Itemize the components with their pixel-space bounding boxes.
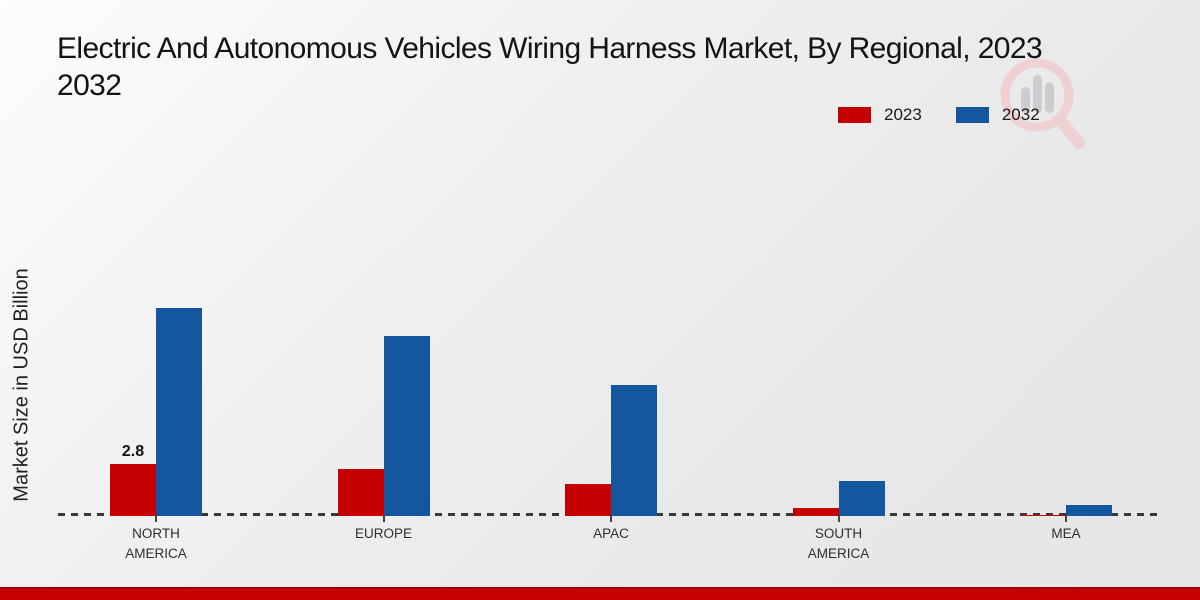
magnifier-bar-chart-logo-watermark bbox=[1000, 58, 1085, 149]
legend-label-2023: 2023 bbox=[884, 105, 922, 124]
bar-2023-mea bbox=[1020, 515, 1066, 516]
chart-title-line1: Electric And Autonomous Vehicles Wiring … bbox=[57, 32, 1043, 65]
logo-bar-icon bbox=[1021, 87, 1030, 113]
x-axis-tick-north-america bbox=[155, 516, 157, 522]
x-axis-tick-mea bbox=[1065, 516, 1067, 522]
legend: 2023 2032 bbox=[838, 105, 1040, 125]
x-axis-label-europe: EUROPE bbox=[354, 526, 412, 541]
x-axis-tick-apac bbox=[610, 516, 612, 522]
bar-2032-europe bbox=[383, 336, 430, 516]
magnifier-handle-icon bbox=[1055, 115, 1085, 149]
logo-bar-icon bbox=[1045, 82, 1054, 113]
legend-label-2032: 2032 bbox=[1001, 105, 1040, 124]
legend-item-2023: 2023 bbox=[838, 105, 922, 125]
bar-2032-mea bbox=[1066, 505, 1112, 516]
data-label-2023-north-america: 2.8 bbox=[121, 443, 145, 460]
x-axis-label-north-america: NORTH AMERICA bbox=[125, 526, 187, 561]
logo-bar-icon bbox=[1033, 75, 1042, 113]
bar-2023-apac bbox=[565, 484, 611, 516]
bar-2023-north-america bbox=[110, 464, 156, 516]
bar-2032-north-america bbox=[156, 308, 202, 516]
bar-2032-apac bbox=[611, 385, 657, 516]
legend-swatch-2032 bbox=[955, 107, 989, 123]
x-axis-tick-south-america bbox=[837, 516, 840, 522]
chart-title-line2: 2032 bbox=[57, 69, 122, 102]
legend-swatch-2023 bbox=[838, 107, 871, 123]
x-axis-label-apac: APAC bbox=[593, 526, 629, 541]
magnifier-lens-icon bbox=[1000, 58, 1074, 132]
bar-2023-south-america bbox=[792, 508, 839, 516]
legend-item-2032: 2032 bbox=[955, 105, 1040, 125]
bar-2023-europe bbox=[337, 469, 384, 516]
bar-2032-south-america bbox=[838, 481, 885, 516]
x-axis-label-south-america: SOUTH AMERICA bbox=[807, 526, 870, 561]
x-axis-tick-europe bbox=[382, 516, 385, 522]
footer-accent-bar bbox=[0, 587, 1200, 600]
x-axis-label-mea: MEA bbox=[1051, 526, 1081, 541]
chart-title: Electric And Autonomous Vehicles Wiring … bbox=[57, 30, 1167, 104]
